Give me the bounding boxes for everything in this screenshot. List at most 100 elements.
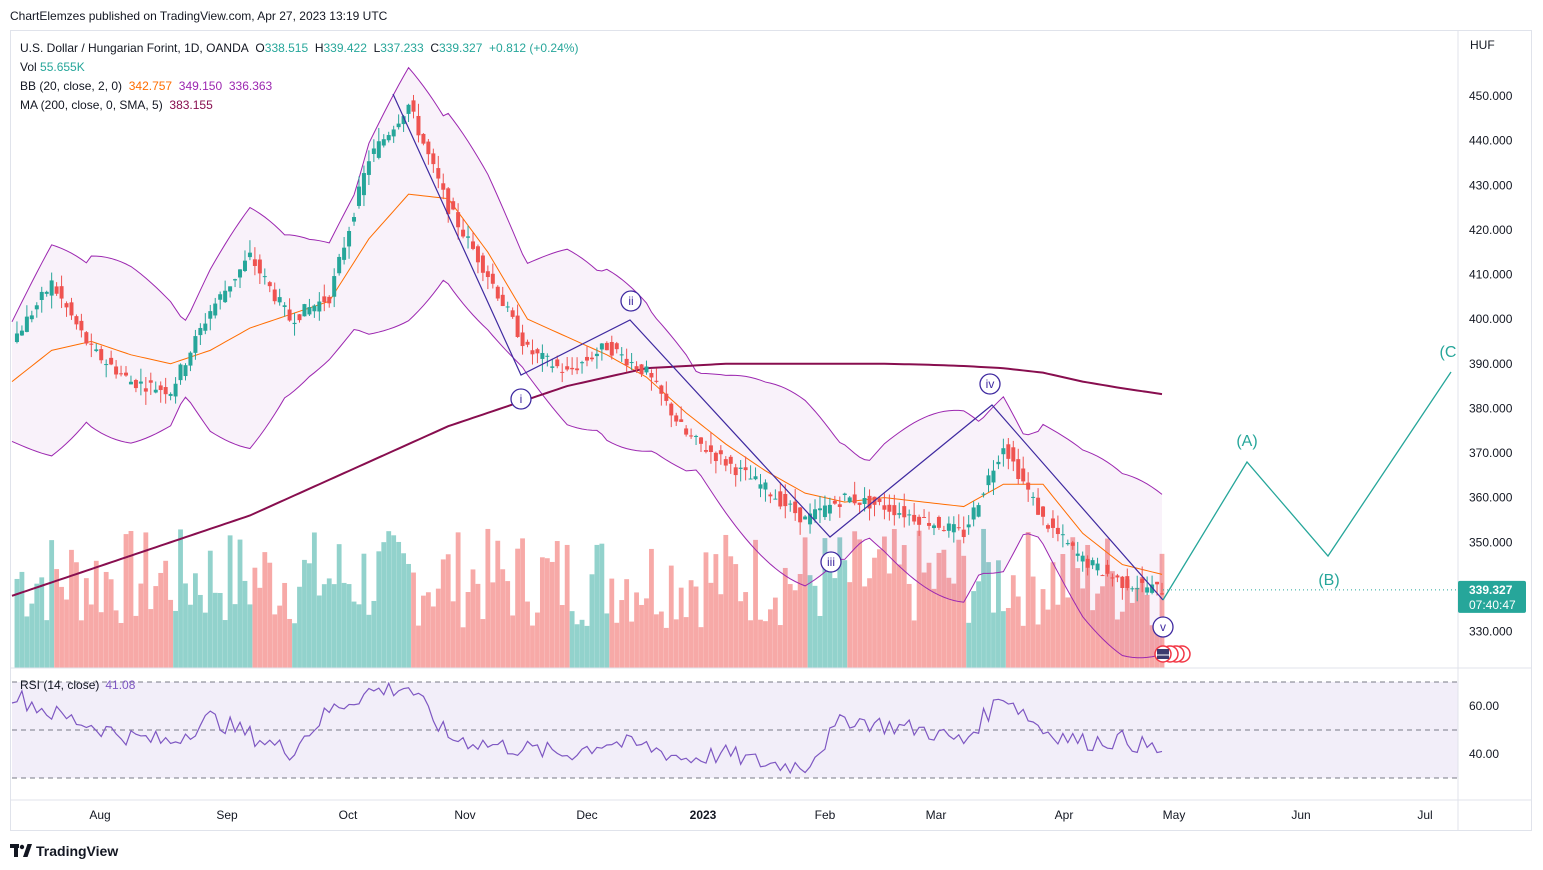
candle-body: [59, 286, 64, 299]
volume-bar: [594, 544, 600, 668]
volume-bar: [321, 584, 327, 668]
candle-body: [609, 341, 614, 356]
tradingview-brand[interactable]: TradingView: [10, 843, 118, 859]
candle-body: [1011, 447, 1016, 462]
volume-bar: [371, 600, 377, 668]
vol-label[interactable]: Vol: [20, 60, 37, 74]
volume-bar: [1055, 604, 1061, 668]
volume-bar: [941, 549, 947, 668]
candle-body: [347, 230, 352, 247]
volume-bar: [1065, 597, 1071, 668]
volume-bar: [460, 627, 466, 668]
axes: HUF 450.000 440.000 430.000 420.000 410.000 40…: [10, 30, 1532, 831]
volume-bar: [1100, 586, 1105, 668]
volume-bar: [88, 604, 94, 668]
volume-bar: [435, 588, 441, 668]
volume-bar: [961, 555, 967, 668]
candle-body: [1026, 482, 1031, 490]
candle-body: [297, 314, 302, 321]
volume-bar: [188, 604, 193, 668]
volume-bar: [103, 571, 109, 668]
candle-body: [352, 217, 357, 222]
volume-bar: [1015, 596, 1021, 668]
candle-body: [168, 393, 173, 396]
candle-body: [39, 291, 44, 301]
candle-body: [589, 357, 594, 360]
candle-body: [1160, 593, 1164, 595]
volume-bar: [644, 598, 649, 668]
rsi-tick: 60.00: [1469, 699, 1499, 713]
volume-bar: [356, 604, 362, 668]
volume-bar: [1075, 568, 1081, 668]
volume-bars: [14, 528, 1165, 668]
ma-label[interactable]: MA (200, close, 0, SMA, 5): [20, 98, 163, 112]
volume-bar: [29, 603, 35, 668]
candle-body: [624, 358, 629, 366]
candle-body: [44, 291, 49, 294]
time-label: 2023: [690, 808, 717, 822]
candle-body: [852, 494, 857, 504]
chart-frame: [10, 30, 1532, 831]
candle-body: [976, 505, 981, 517]
volume-bar: [832, 578, 838, 668]
volume-bar: [807, 575, 813, 668]
candle-body: [114, 366, 119, 375]
volume-bar: [297, 586, 302, 668]
candle-body: [832, 500, 837, 504]
volume-bar: [713, 554, 719, 668]
volume-bar: [311, 532, 317, 668]
countdown-value: 07:40:47: [1469, 598, 1516, 612]
volume-bar: [425, 592, 431, 668]
volume-bar: [510, 615, 516, 668]
time-label: Sep: [216, 808, 238, 822]
volume-bar: [901, 545, 907, 668]
volume-bar: [411, 572, 416, 668]
candle-body: [193, 336, 198, 353]
bb-label[interactable]: BB (20, close, 2, 0): [20, 79, 123, 93]
volume-bar: [1114, 619, 1120, 668]
volume-bar: [505, 581, 511, 668]
wave-label-iii: iii: [827, 555, 835, 569]
candle-body: [282, 305, 287, 307]
volume-bar: [758, 619, 763, 668]
brand-name: TradingView: [36, 843, 119, 859]
volume-bar: [857, 539, 863, 668]
volume-bar: [242, 580, 248, 668]
candle-body: [882, 505, 887, 510]
candle-body: [1036, 497, 1041, 515]
rsi-label[interactable]: RSI (14, close): [20, 678, 100, 692]
volume-bar: [1134, 587, 1140, 668]
volume-bar: [1025, 532, 1031, 668]
volume-bar: [817, 615, 823, 668]
volume-bar: [688, 580, 694, 668]
candle-body: [827, 504, 832, 514]
volume-bar: [877, 549, 882, 668]
candle-body: [822, 505, 827, 518]
candle-body: [1041, 506, 1046, 517]
volume-bar: [916, 530, 922, 668]
volume-bar: [966, 622, 972, 668]
candle-body: [847, 497, 852, 503]
candle-body: [272, 289, 277, 302]
candle-body: [119, 373, 124, 375]
candle-body: [728, 456, 733, 464]
ohlc-row: U.S. Dollar / Hungarian Forint, 1D, OAND…: [20, 39, 578, 58]
volume-bar: [698, 627, 704, 668]
volume-bar: [1090, 610, 1096, 668]
volume-bar: [678, 587, 684, 668]
flag-field: [1157, 649, 1169, 659]
candle-body: [842, 493, 847, 495]
candle-body: [927, 522, 932, 526]
candle-body: [1075, 553, 1080, 556]
volume-bar: [906, 583, 912, 668]
price-tick: 370.000: [1469, 446, 1513, 460]
volume-bar: [163, 560, 169, 668]
candle-body: [912, 514, 917, 522]
candle-body: [401, 116, 406, 125]
symbol-name[interactable]: U.S. Dollar / Hungarian Forint, 1D, OAND…: [20, 41, 249, 55]
tradingview-logo-icon: [10, 844, 32, 857]
open-label: O: [255, 41, 265, 55]
volume-bar: [341, 582, 347, 668]
candle-body: [951, 524, 956, 533]
